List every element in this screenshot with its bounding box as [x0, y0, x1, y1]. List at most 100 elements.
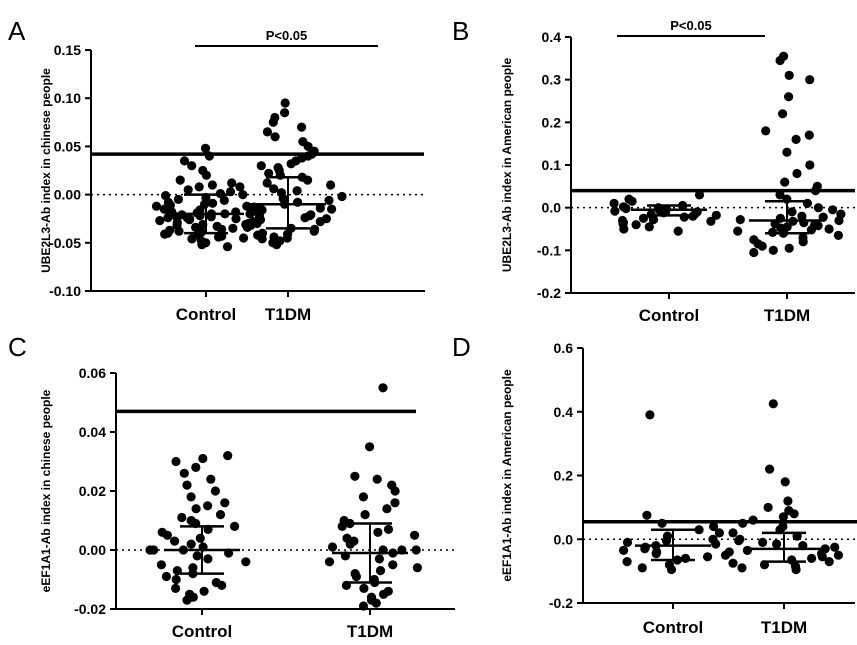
- y-tick-label: 0.4: [554, 404, 574, 420]
- data-point-control: [195, 211, 205, 221]
- data-point-control: [223, 451, 233, 461]
- data-point-t1dm: [390, 486, 400, 496]
- data-point-t1dm: [280, 108, 290, 118]
- data-point-t1dm: [379, 589, 389, 599]
- data-point-t1dm: [324, 557, 335, 567]
- data-point-control: [207, 180, 217, 190]
- data-point-t1dm: [337, 521, 347, 532]
- data-point-t1dm: [784, 92, 794, 102]
- data-point-control: [170, 536, 180, 546]
- data-point-control: [179, 468, 189, 478]
- data-point-t1dm: [833, 230, 844, 240]
- data-point-t1dm: [784, 243, 794, 253]
- panel-letter: A: [8, 16, 26, 46]
- data-point-t1dm: [371, 598, 381, 608]
- data-point-control: [220, 498, 230, 508]
- data-point-control: [177, 512, 187, 523]
- data-point-t1dm: [337, 191, 347, 202]
- data-point-control: [637, 563, 647, 573]
- x-tick-label-control: Control: [172, 622, 232, 640]
- data-point-t1dm: [378, 383, 388, 393]
- data-point-control: [217, 224, 227, 234]
- data-point-t1dm: [257, 234, 267, 244]
- y-tick-label: 0.1: [542, 157, 562, 173]
- data-point-control: [171, 574, 181, 585]
- panel-letter: B: [452, 16, 469, 46]
- data-point-control: [151, 201, 162, 211]
- data-point-t1dm: [358, 601, 369, 611]
- data-point-control: [231, 214, 241, 224]
- data-point-control: [198, 453, 208, 464]
- data-point-control: [210, 486, 220, 496]
- data-point-control: [688, 211, 698, 221]
- data-point-control: [215, 509, 226, 520]
- data-point-t1dm: [806, 225, 817, 235]
- data-point-control: [186, 539, 196, 549]
- data-point-control: [174, 226, 184, 236]
- y-tick-label: 0.6: [554, 340, 574, 356]
- data-point-t1dm: [813, 203, 824, 213]
- data-point-control: [230, 521, 240, 532]
- data-point-t1dm: [309, 226, 319, 236]
- y-axis-label: eEF1A1-Ab index in American people: [500, 369, 514, 582]
- y-tick-label: 0.0: [554, 531, 574, 547]
- data-point-t1dm: [324, 195, 334, 205]
- data-point-control: [200, 143, 211, 153]
- data-point-control: [197, 240, 207, 250]
- data-point-t1dm: [749, 247, 759, 258]
- y-tick-label: -0.02: [74, 601, 106, 617]
- data-point-t1dm: [293, 197, 303, 207]
- data-point-t1dm: [807, 553, 817, 564]
- y-tick-label: 0.10: [54, 90, 81, 106]
- data-point-control: [644, 222, 654, 232]
- y-axis-label: eEF1A1-Ab index in chinese people: [39, 389, 53, 592]
- data-point-t1dm: [824, 224, 834, 234]
- data-point-t1dm: [758, 537, 768, 548]
- y-tick-label: 0.3: [542, 72, 562, 88]
- data-point-t1dm: [297, 122, 307, 132]
- data-point-t1dm: [775, 55, 785, 66]
- x-tick-label-t1dm: T1DM: [347, 622, 393, 640]
- y-tick-label: 0.06: [79, 365, 106, 381]
- data-point-control: [621, 203, 631, 214]
- data-point-t1dm: [286, 159, 296, 169]
- data-point-control: [163, 213, 173, 223]
- x-tick-label-t1dm: T1DM: [761, 618, 807, 637]
- y-tick-label: -0.10: [49, 283, 81, 299]
- data-point-control: [186, 492, 196, 502]
- data-point-t1dm: [345, 539, 355, 549]
- data-point-t1dm: [231, 207, 241, 217]
- data-point-t1dm: [410, 530, 420, 540]
- data-point-t1dm: [359, 583, 369, 594]
- data-point-t1dm: [235, 182, 245, 192]
- data-point-t1dm: [728, 528, 738, 538]
- data-point-t1dm: [411, 545, 421, 555]
- panel-letter: D: [452, 332, 471, 362]
- data-point-control: [227, 178, 237, 188]
- data-point-control: [619, 545, 629, 556]
- data-point-control: [694, 525, 704, 535]
- y-tick-label: 0.00: [79, 542, 106, 558]
- significance-label: P<0.05: [266, 28, 308, 43]
- data-point-t1dm: [242, 201, 252, 211]
- data-point-control: [195, 533, 205, 543]
- data-point-t1dm: [787, 207, 797, 217]
- significance-label: P<0.05: [670, 18, 712, 33]
- data-point-control: [648, 215, 659, 225]
- data-point-t1dm: [768, 245, 778, 255]
- x-tick-label-control: Control: [639, 306, 699, 325]
- data-point-control: [711, 210, 721, 220]
- y-axis-label: UBE2L3-Ab index in American people: [500, 58, 514, 273]
- data-point-t1dm: [262, 178, 272, 188]
- data-point-t1dm: [782, 147, 792, 157]
- data-point-t1dm: [268, 117, 278, 127]
- x-tick-label-t1dm: T1DM: [265, 305, 311, 324]
- y-tick-label: -0.2: [549, 595, 573, 611]
- data-point-control: [208, 198, 218, 208]
- data-point-control: [661, 536, 672, 546]
- data-point-control: [619, 224, 629, 234]
- data-point-t1dm: [264, 168, 274, 178]
- data-point-t1dm: [242, 222, 252, 232]
- data-point-control: [179, 156, 190, 166]
